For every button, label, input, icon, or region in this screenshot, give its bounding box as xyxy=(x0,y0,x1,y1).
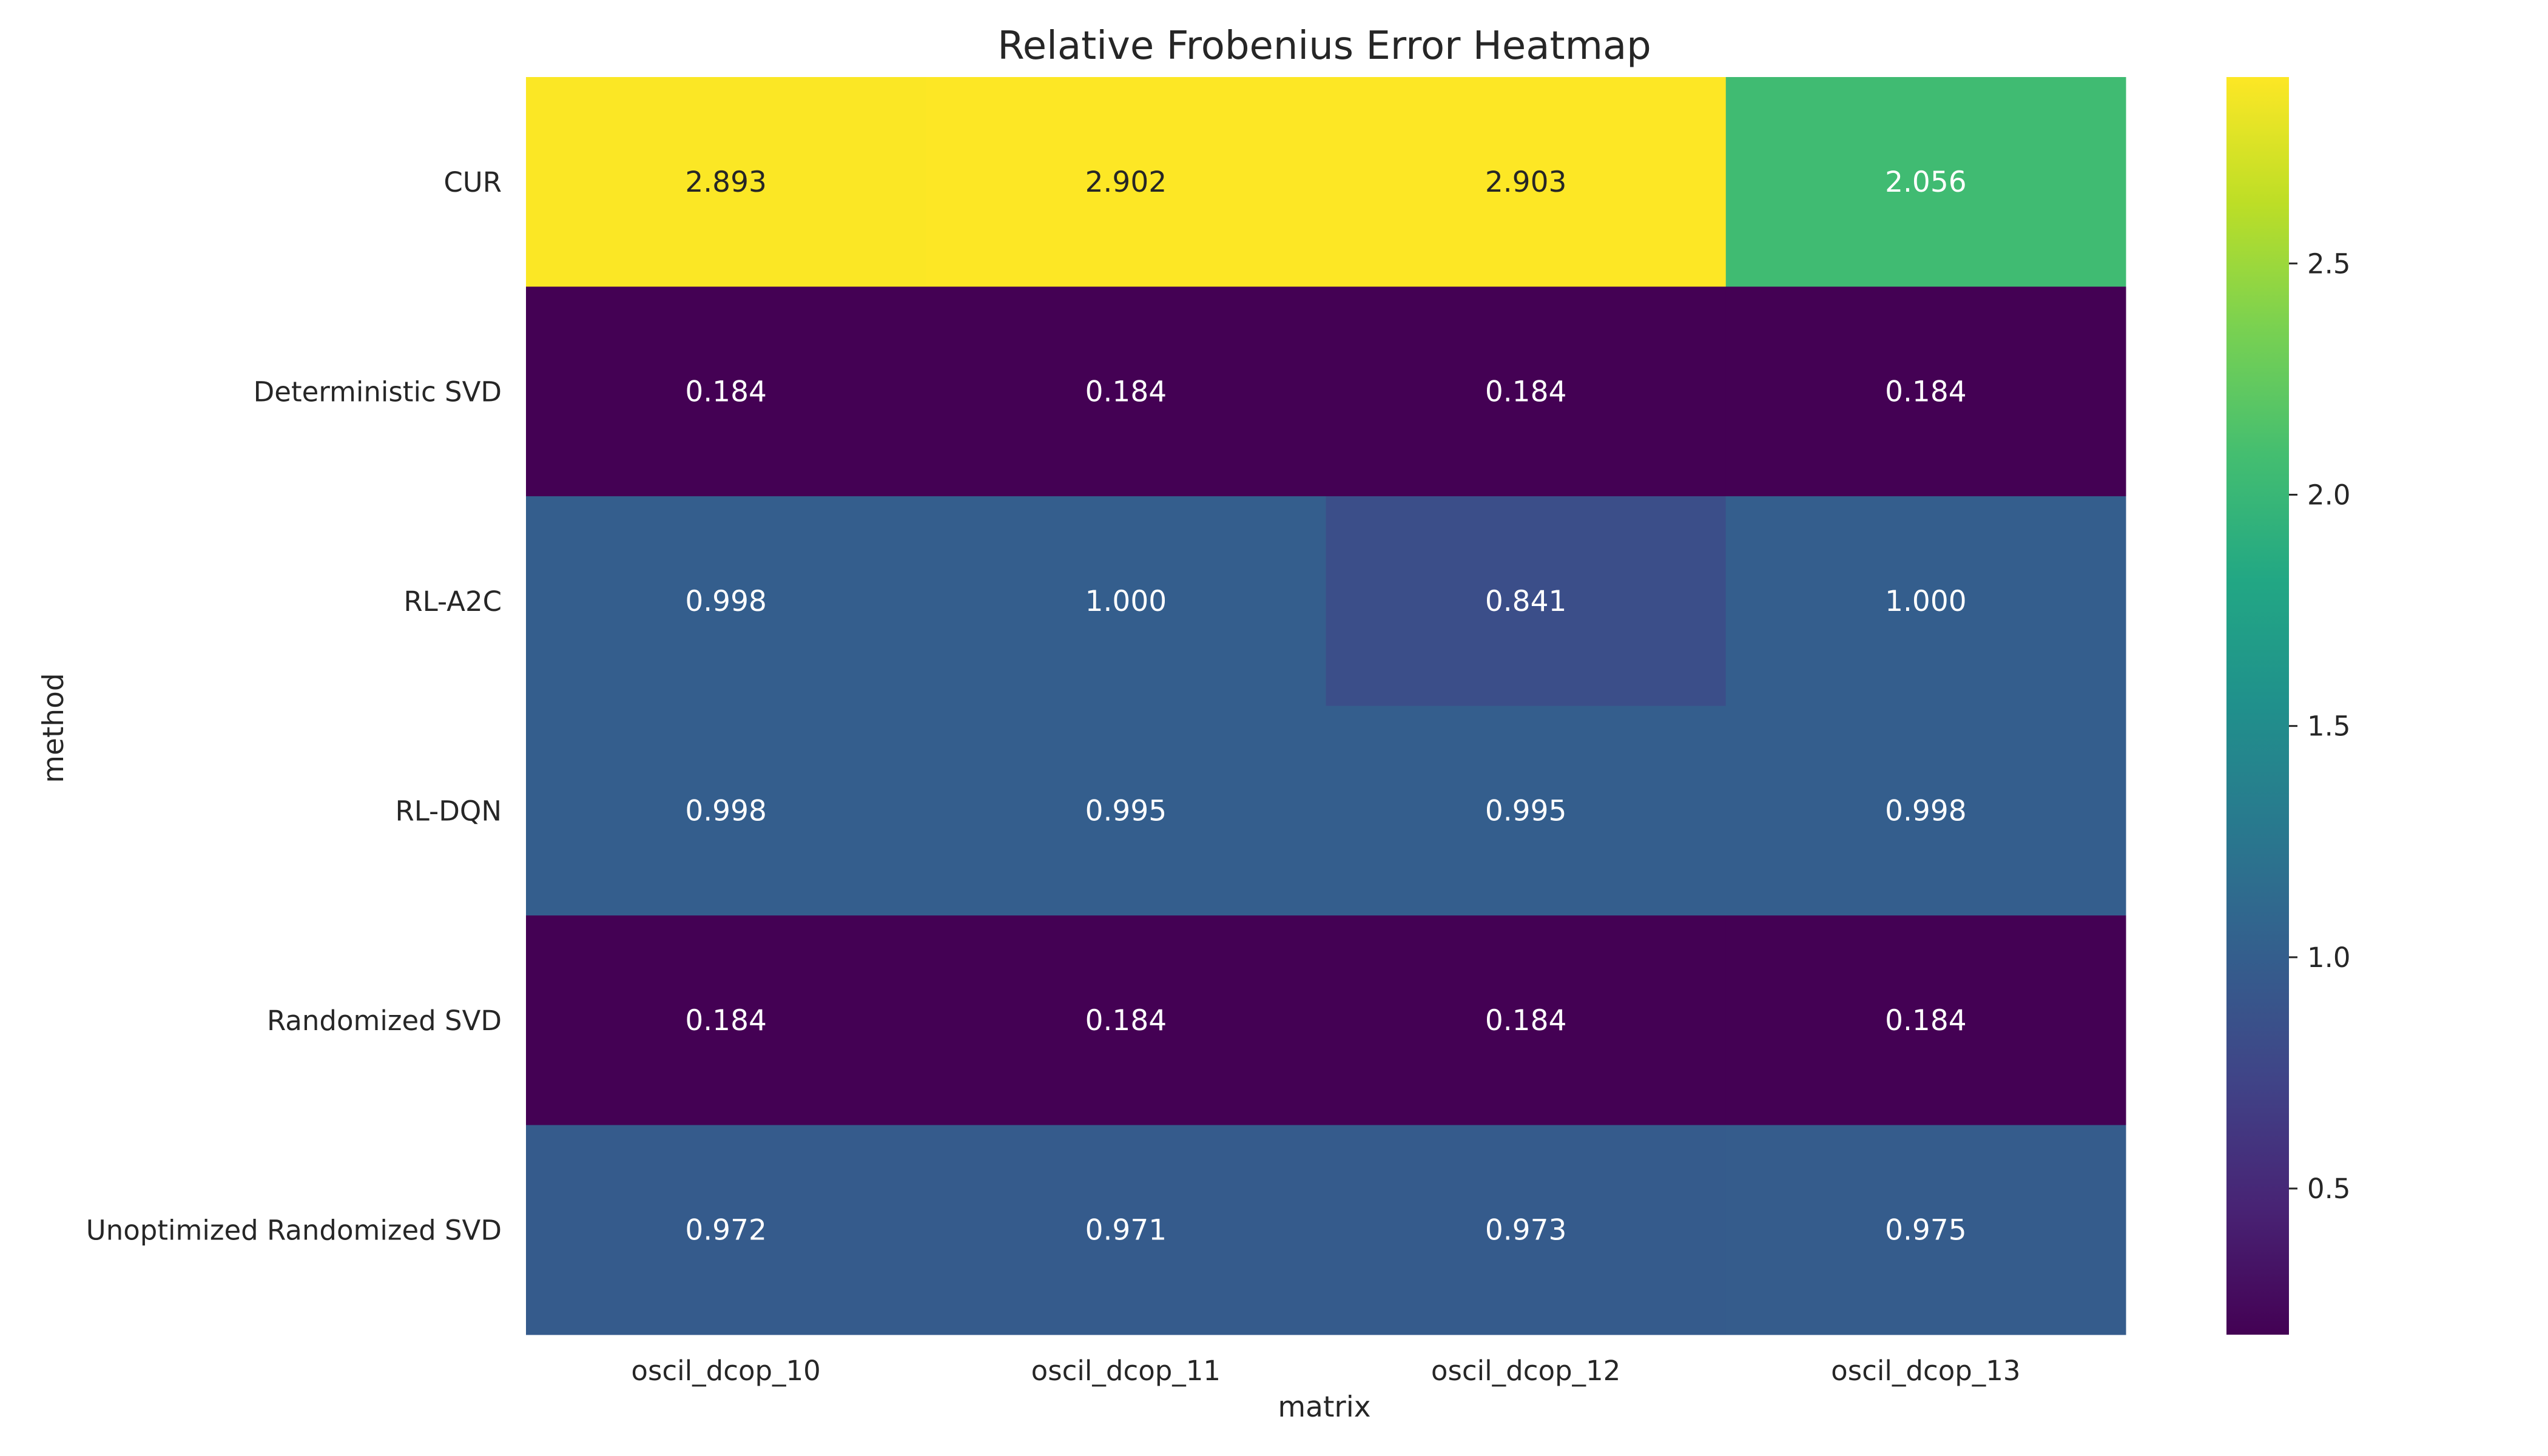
cell-value-label: 0.972 xyxy=(685,1213,767,1247)
cell-value-label: 0.841 xyxy=(1485,585,1567,618)
heatmap-cell-randomized-svd-oscil-dcop-12 xyxy=(1326,915,1727,1125)
colorbar-tick-label: 0.5 xyxy=(2307,1173,2351,1205)
y-axis-tick-labels: CUR Deterministic SVD RL-A2C RL-DQN Randomiz… xyxy=(86,166,502,1247)
cell-value-label: 0.995 xyxy=(1085,794,1167,827)
cell-value-label: 2.903 xyxy=(1485,166,1567,199)
y-tick-label: Deterministic SVD xyxy=(254,376,502,408)
cell-value-label: 0.973 xyxy=(1485,1213,1567,1247)
colorbar-tick-label: 1.5 xyxy=(2307,710,2351,743)
colorbar-ticks: 0.5 1.0 1.5 2.0 2.5 xyxy=(2289,248,2351,1205)
cell-value-label: 0.995 xyxy=(1485,794,1567,827)
heatmap-cell-rl-a2c-oscil-dcop-11 xyxy=(926,496,1326,706)
heatmap-cell-unoptimized-randomized-svd-oscil-dcop-11 xyxy=(926,1125,1326,1335)
heatmap-cell-deterministic-svd-oscil-dcop-10 xyxy=(526,286,926,497)
heatmap-cell-rl-a2c-oscil-dcop-13 xyxy=(1725,496,2126,706)
y-tick-label: Randomized SVD xyxy=(267,1005,502,1037)
heatmap-cell-rl-a2c-oscil-dcop-12 xyxy=(1326,496,1727,706)
x-tick-label: oscil_dcop_13 xyxy=(1831,1355,2020,1387)
x-axis-tick-labels: oscil_dcop_10 oscil_dcop_11 oscil_dcop_12 o… xyxy=(631,1355,2020,1387)
y-tick-label: RL-A2C xyxy=(403,585,502,618)
heatmap-cell-randomized-svd-oscil-dcop-10 xyxy=(526,915,926,1125)
heatmap-cell-rl-dqn-oscil-dcop-11 xyxy=(926,706,1326,916)
x-tick-label: oscil_dcop_12 xyxy=(1431,1355,1620,1387)
heatmap-cell-deterministic-svd-oscil-dcop-13 xyxy=(1725,286,2126,497)
chart-title: Relative Frobenius Error Heatmap xyxy=(997,24,1651,69)
colorbar-tick-label: 1.0 xyxy=(2307,942,2351,974)
heatmap-cells xyxy=(526,77,2126,1335)
cell-value-label: 0.998 xyxy=(1885,794,1967,827)
heatmap-cell-cur-oscil-dcop-10 xyxy=(526,77,926,287)
cell-value-label: 1.000 xyxy=(1085,585,1167,618)
y-tick-label: Unoptimized Randomized SVD xyxy=(86,1214,502,1246)
cell-value-label: 2.893 xyxy=(685,166,767,199)
colorbar-tick-label: 2.5 xyxy=(2307,248,2351,280)
cell-value-label: 0.998 xyxy=(685,794,767,827)
heatmap-cell-deterministic-svd-oscil-dcop-12 xyxy=(1326,286,1727,497)
cell-value-label: 1.000 xyxy=(1885,585,1967,618)
heatmap-cell-cur-oscil-dcop-12 xyxy=(1326,77,1727,287)
heatmap-cell-rl-dqn-oscil-dcop-13 xyxy=(1725,706,2126,916)
heatmap-cell-unoptimized-randomized-svd-oscil-dcop-12 xyxy=(1326,1125,1727,1335)
cell-value-label: 0.184 xyxy=(1085,1004,1167,1037)
cell-value-label: 0.184 xyxy=(685,375,767,408)
heatmap-cell-cur-oscil-dcop-11 xyxy=(926,77,1326,287)
cell-value-label: 0.184 xyxy=(1885,1004,1967,1037)
cell-value-label: 0.184 xyxy=(685,1004,767,1037)
y-tick-label: CUR xyxy=(443,166,502,198)
y-tick-label: RL-DQN xyxy=(395,795,502,827)
cell-value-label: 0.184 xyxy=(1485,375,1567,408)
cell-value-label: 0.184 xyxy=(1485,1004,1567,1037)
heatmap-cell-labels: 2.893 2.902 2.903 2.056 0.184 0.184 0.184 0.184… xyxy=(685,166,1966,1247)
cell-value-label: 0.975 xyxy=(1885,1213,1967,1247)
x-tick-label: oscil_dcop_10 xyxy=(631,1355,820,1387)
colorbar xyxy=(2226,77,2289,1335)
heatmap-cell-unoptimized-randomized-svd-oscil-dcop-13 xyxy=(1725,1125,2126,1335)
heatmap-cell-cur-oscil-dcop-13 xyxy=(1725,77,2126,287)
cell-value-label: 0.184 xyxy=(1885,375,1967,408)
heatmap-cell-rl-dqn-oscil-dcop-12 xyxy=(1326,706,1727,916)
heatmap-cell-rl-a2c-oscil-dcop-10 xyxy=(526,496,926,706)
x-axis-label: matrix xyxy=(1278,1390,1370,1424)
cell-value-label: 2.902 xyxy=(1085,166,1167,199)
heatmap-cell-rl-dqn-oscil-dcop-10 xyxy=(526,706,926,916)
heatmap-cell-unoptimized-randomized-svd-oscil-dcop-10 xyxy=(526,1125,926,1335)
x-tick-label: oscil_dcop_11 xyxy=(1031,1355,1221,1387)
y-axis-label: method xyxy=(37,673,70,783)
cell-value-label: 0.971 xyxy=(1085,1213,1167,1247)
heatmap-cell-randomized-svd-oscil-dcop-11 xyxy=(926,915,1326,1125)
cell-value-label: 0.184 xyxy=(1085,375,1167,408)
colorbar-tick-label: 2.0 xyxy=(2307,479,2351,511)
heatmap-cell-deterministic-svd-oscil-dcop-11 xyxy=(926,286,1326,497)
heatmap-cell-randomized-svd-oscil-dcop-13 xyxy=(1725,915,2126,1125)
cell-value-label: 0.998 xyxy=(685,585,767,618)
cell-value-label: 2.056 xyxy=(1885,166,1967,199)
